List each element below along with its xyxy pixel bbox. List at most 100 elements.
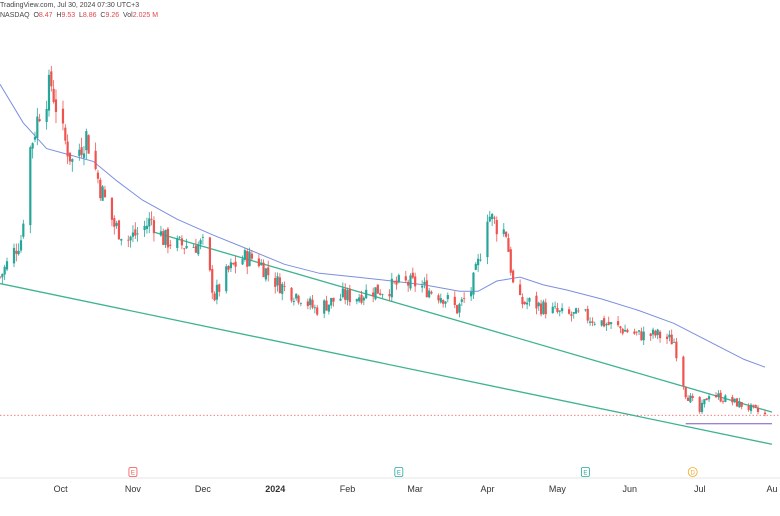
candle-body xyxy=(330,298,333,306)
candle-body xyxy=(325,300,328,311)
candle-body xyxy=(278,277,281,294)
candle-body xyxy=(512,270,515,283)
candle-body xyxy=(22,223,25,237)
candle-body xyxy=(31,143,34,149)
candle-body xyxy=(348,288,351,303)
candle-body xyxy=(12,247,16,264)
candle-body xyxy=(339,298,342,301)
chart-header: TradingView.com, Jul 30, 2024 07:30 UTC+… xyxy=(0,2,158,19)
candle-body xyxy=(234,261,237,267)
candle-body xyxy=(591,321,594,323)
candle-body xyxy=(749,404,753,412)
candle-body xyxy=(299,303,302,304)
candle-body xyxy=(763,412,767,415)
candle-body xyxy=(756,408,760,412)
candle-body xyxy=(313,307,316,309)
candle-body xyxy=(731,396,734,403)
candle-body xyxy=(754,404,757,408)
marker-label: E xyxy=(583,470,587,476)
candle-body xyxy=(376,284,379,294)
x-tick-label: Feb xyxy=(340,484,356,494)
candle-body xyxy=(689,395,692,403)
candle-body xyxy=(707,396,711,400)
candle-body xyxy=(505,231,508,237)
candle-body xyxy=(50,71,53,87)
candle-body xyxy=(635,331,638,333)
candle-body xyxy=(374,287,377,300)
earnings-marker[interactable]: E xyxy=(128,467,138,477)
candle-body xyxy=(360,294,363,303)
candle-body xyxy=(346,290,349,301)
candle-body xyxy=(227,265,230,270)
trendline-upper[interactable] xyxy=(153,231,773,413)
high-label: H xyxy=(56,12,62,19)
candle-body xyxy=(654,330,657,336)
candle-body xyxy=(29,147,32,226)
candle-body xyxy=(248,251,251,267)
candle-body xyxy=(61,108,65,124)
candle-body xyxy=(553,306,557,308)
candle-body xyxy=(491,214,494,220)
candle-body xyxy=(185,245,188,249)
candle-body xyxy=(213,293,216,301)
candle-body xyxy=(262,262,265,278)
candle-body xyxy=(560,308,564,312)
candle-body xyxy=(570,314,573,316)
candle-body xyxy=(96,172,100,179)
low-label: L xyxy=(79,12,83,19)
candle-body xyxy=(460,299,463,302)
candle-body xyxy=(404,276,407,281)
candle-body xyxy=(183,248,186,250)
candle-body xyxy=(372,292,375,297)
candle-body xyxy=(593,323,596,325)
candle-body xyxy=(605,324,608,326)
candle-body xyxy=(3,266,6,275)
volume-label: Vol xyxy=(123,12,133,19)
candle-body xyxy=(572,312,575,314)
candle-body xyxy=(192,246,195,248)
trendline-lower[interactable] xyxy=(0,282,773,445)
candle-body xyxy=(670,334,673,345)
candle-body xyxy=(229,262,233,269)
candle-body xyxy=(36,116,39,138)
candle-body xyxy=(414,276,417,287)
candle-body xyxy=(68,152,72,162)
candle-body xyxy=(0,276,2,278)
candle-body xyxy=(38,119,41,122)
x-tick-label: Dec xyxy=(195,484,212,494)
candle-body xyxy=(640,331,643,341)
candle-body xyxy=(544,302,547,315)
candle-body xyxy=(495,220,498,235)
candle-body xyxy=(691,395,694,398)
candle-body xyxy=(488,216,491,222)
candle-body xyxy=(437,295,440,301)
candle-body xyxy=(584,309,587,311)
event-marker[interactable]: E xyxy=(581,467,590,477)
candle-body xyxy=(332,297,335,302)
candle-body xyxy=(257,258,260,267)
candle-body xyxy=(341,288,344,298)
candle-body xyxy=(686,397,690,401)
candle-body xyxy=(71,159,74,162)
candle-body xyxy=(178,236,181,238)
dividend-marker[interactable]: D xyxy=(687,467,698,477)
candle-body xyxy=(101,186,104,201)
candle-body xyxy=(85,131,88,151)
candle-body xyxy=(45,108,48,122)
candle-body xyxy=(521,296,524,305)
event-marker[interactable]: E xyxy=(394,467,404,477)
candle-body xyxy=(166,228,170,248)
close-value: 9.26 xyxy=(105,12,120,19)
candle-body xyxy=(752,404,755,406)
candle-body xyxy=(509,249,512,273)
x-tick-label: Mar xyxy=(407,484,423,494)
candle-body xyxy=(477,258,480,266)
candle-body xyxy=(486,221,489,258)
candle-body xyxy=(556,307,559,312)
candle-body xyxy=(218,284,221,292)
candle-body xyxy=(558,310,561,312)
candle-body xyxy=(642,331,645,341)
candle-body xyxy=(136,233,139,235)
candles xyxy=(0,65,767,417)
